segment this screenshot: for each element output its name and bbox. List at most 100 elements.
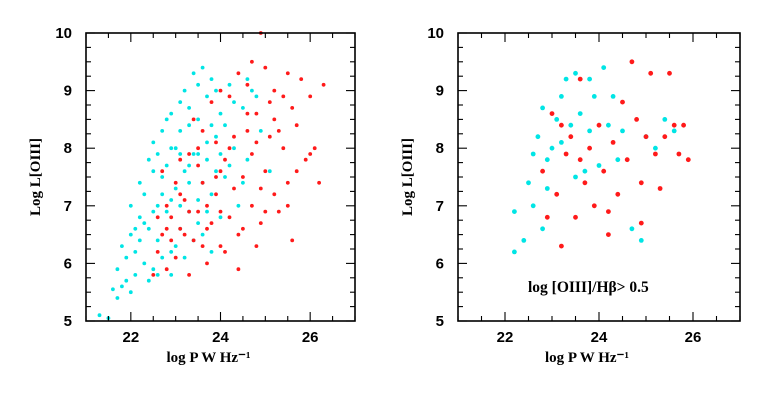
cyan-point	[554, 117, 560, 122]
red-point	[272, 192, 277, 197]
annotation-label: log [OIII]/Hβ> 0.5	[528, 279, 649, 296]
cyan-point	[133, 273, 138, 277]
red-point	[218, 209, 223, 214]
red-point	[554, 191, 560, 197]
cyan-point	[178, 152, 183, 156]
cyan-point	[250, 88, 254, 93]
cyan-point	[218, 215, 223, 220]
red-point	[573, 214, 578, 220]
red-point	[218, 244, 223, 249]
cyan-point	[164, 209, 169, 214]
cyan-point	[209, 192, 214, 197]
cyan-point	[151, 169, 156, 174]
red-point	[591, 203, 597, 209]
red-point	[200, 129, 205, 133]
plot-frame	[457, 32, 741, 322]
cyan-point	[214, 169, 218, 174]
red-point	[173, 255, 178, 260]
left-panel: 22 24 26 5 6 7 8 9 10 log P W Hz⁻¹ Log L[OIII]	[28, 25, 356, 366]
cyan-point	[241, 106, 245, 110]
red-point	[227, 146, 232, 151]
red-point	[178, 226, 183, 231]
red-point	[258, 186, 263, 191]
red-point	[182, 198, 187, 202]
red-point	[263, 209, 268, 214]
red-point	[643, 134, 649, 140]
red-point	[241, 175, 245, 179]
cyan-point	[120, 244, 124, 249]
red-point	[317, 180, 321, 185]
red-point	[191, 238, 196, 243]
red-point	[214, 175, 218, 179]
cyan-point	[544, 186, 550, 191]
red-point	[223, 157, 227, 162]
cyan-point	[587, 76, 592, 82]
red-point	[155, 250, 160, 254]
red-point	[205, 261, 209, 266]
cyan-point	[191, 152, 196, 156]
red-point	[155, 215, 160, 220]
cyan-point	[223, 123, 227, 128]
x-tick-label: 22	[497, 329, 514, 346]
cyan-point	[137, 180, 142, 185]
cyan-point	[559, 140, 564, 145]
cyan-point	[133, 250, 138, 254]
red-point	[662, 134, 668, 140]
cyan-point	[214, 134, 218, 139]
y-tick-label: 7	[64, 198, 72, 215]
cyan-point	[182, 88, 187, 93]
cyan-point	[187, 106, 192, 110]
red-point	[236, 232, 241, 237]
cyan-point	[601, 65, 607, 70]
red-point	[209, 221, 214, 226]
cyan-point	[205, 140, 209, 145]
red-point	[232, 186, 236, 191]
cyan-point	[191, 71, 196, 76]
red-point	[606, 232, 611, 238]
cyan-point	[173, 244, 178, 249]
red-point	[245, 82, 250, 87]
cyan-point	[540, 105, 545, 111]
cyan-point	[115, 296, 120, 300]
red-point	[285, 71, 290, 76]
red-point	[596, 122, 602, 128]
red-point	[559, 243, 564, 249]
cyan-point	[160, 255, 165, 260]
cyan-point	[205, 157, 209, 162]
y-tick-label: 10	[427, 25, 444, 42]
red-point	[321, 82, 326, 87]
red-point	[276, 209, 281, 214]
red-point	[178, 157, 183, 162]
cyan-point	[521, 238, 527, 243]
cyan-point	[610, 94, 616, 99]
cyan-point	[196, 117, 201, 122]
cyan-point	[155, 152, 160, 156]
cyan-point	[137, 215, 142, 220]
red-point	[258, 221, 263, 226]
red-point	[236, 267, 241, 272]
red-point	[164, 203, 169, 208]
cyan-point	[115, 267, 120, 272]
cyan-point	[671, 128, 677, 134]
cyan-point	[187, 180, 192, 185]
cyan-point	[200, 65, 205, 70]
cyan-point	[209, 123, 214, 128]
cyan-point	[164, 117, 169, 122]
cyan-point	[97, 313, 102, 318]
cyan-point	[169, 198, 174, 202]
cyan-point	[241, 180, 245, 185]
red-point	[164, 226, 169, 231]
red-point	[169, 215, 174, 220]
cyan-point	[227, 82, 232, 87]
red-point	[606, 209, 611, 215]
red-point	[667, 70, 672, 76]
y-tick-label: 8	[64, 140, 72, 157]
cyan-point	[620, 128, 625, 134]
red-point	[187, 152, 192, 156]
y-axis-label: Log L[OIII]	[28, 138, 44, 216]
y-tick-label: 7	[436, 198, 444, 215]
cyan-point	[223, 175, 227, 179]
cyan-point	[549, 145, 555, 151]
y-axis-label: Log L[OIII]	[400, 138, 416, 216]
cyan-point	[530, 203, 536, 209]
